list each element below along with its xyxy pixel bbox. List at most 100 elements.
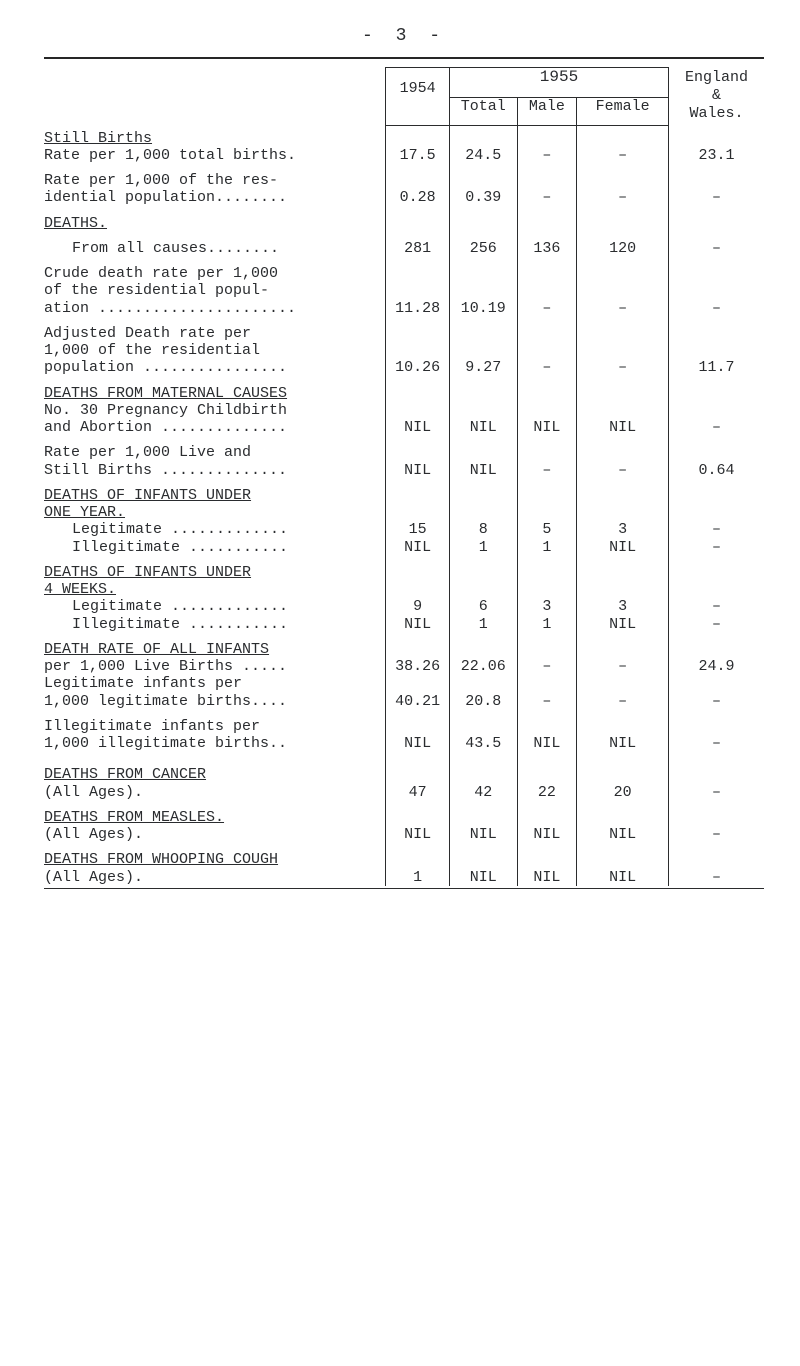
table-row xyxy=(44,843,764,851)
table-row: (All Ages).NILNILNILNIL– xyxy=(44,826,764,843)
cell-total xyxy=(449,402,517,419)
table-row: Crude death rate per 1,000 xyxy=(44,265,764,282)
cell-total: 43.5 xyxy=(449,735,517,752)
cell-male: – xyxy=(517,147,577,164)
cell-1954 xyxy=(386,265,450,282)
cell-total: 10.19 xyxy=(449,300,517,317)
table-row: Legitimate .............15853– xyxy=(44,521,764,538)
cell-1954 xyxy=(386,641,450,658)
cell-female: – xyxy=(577,189,669,206)
cell-england-wales: – xyxy=(669,598,764,615)
row-label: Still Births .............. xyxy=(44,462,287,479)
cell-male xyxy=(517,504,577,521)
cell-total: 24.5 xyxy=(449,147,517,164)
cell-total: NIL xyxy=(449,462,517,479)
cell-1954 xyxy=(386,564,450,581)
cell-1954: NIL xyxy=(386,826,450,843)
table-row: Adjusted Death rate per xyxy=(44,325,764,342)
table-row xyxy=(44,317,764,325)
cell-1954: 281 xyxy=(386,240,450,257)
table-row: 4 WEEKS. xyxy=(44,581,764,598)
cell-total xyxy=(449,504,517,521)
table-row: population ................10.269.27––11… xyxy=(44,359,764,376)
cell-england-wales: – xyxy=(669,693,764,710)
cell-total: NIL xyxy=(449,419,517,436)
cell-female: – xyxy=(577,147,669,164)
cell-male xyxy=(517,265,577,282)
section-title: Still Births xyxy=(44,130,152,147)
cell-england-wales xyxy=(669,564,764,581)
cell-male xyxy=(517,130,577,147)
section-title: 4 WEEKS. xyxy=(44,581,116,598)
cell-female xyxy=(577,851,669,868)
table-row: ation ......................11.2810.19––… xyxy=(44,300,764,317)
cell-total: NIL xyxy=(449,826,517,843)
cell-female xyxy=(577,809,669,826)
cell-total xyxy=(449,282,517,299)
cell-male: NIL xyxy=(517,735,577,752)
cell-total: NIL xyxy=(449,869,517,886)
cell-male: NIL xyxy=(517,419,577,436)
table-row: 1,000 of the residential xyxy=(44,342,764,359)
cell-1954: 10.26 xyxy=(386,359,450,376)
cell-female xyxy=(577,564,669,581)
table-row xyxy=(44,633,764,641)
table-body: Still BirthsRate per 1,000 total births.… xyxy=(44,130,764,886)
cell-total: 42 xyxy=(449,784,517,801)
cell-male: 1 xyxy=(517,616,577,633)
cell-1954 xyxy=(386,851,450,868)
row-label: Crude death rate per 1,000 xyxy=(44,265,278,282)
cell-1954: 9 xyxy=(386,598,450,615)
cell-male xyxy=(517,851,577,868)
table-row: Illegitimate ...........NIL11NIL– xyxy=(44,539,764,556)
cell-england-wales xyxy=(669,385,764,402)
cell-total: 256 xyxy=(449,240,517,257)
row-label: From all causes........ xyxy=(44,240,279,257)
cell-male xyxy=(517,215,577,232)
cell-total xyxy=(449,265,517,282)
cell-male: 1 xyxy=(517,539,577,556)
table-row: Illegitimate infants per xyxy=(44,718,764,735)
table-row: DEATHS FROM CANCER xyxy=(44,766,764,783)
cell-total xyxy=(449,766,517,783)
table-row: of the residential popul- xyxy=(44,282,764,299)
cell-total: 22.06 xyxy=(449,658,517,675)
top-rule xyxy=(44,57,764,59)
cell-total xyxy=(449,851,517,868)
cell-1954: NIL xyxy=(386,616,450,633)
cell-total: 6 xyxy=(449,598,517,615)
cell-male xyxy=(517,641,577,658)
row-label: 1,000 of the residential xyxy=(44,342,260,359)
table-row: Still Births xyxy=(44,130,764,147)
cell-england-wales xyxy=(669,851,764,868)
cell-1954 xyxy=(386,282,450,299)
cell-female xyxy=(577,385,669,402)
row-label: idential population........ xyxy=(44,189,287,206)
cell-female: NIL xyxy=(577,419,669,436)
cell-england-wales xyxy=(669,265,764,282)
section-title: ONE YEAR. xyxy=(44,504,125,521)
cell-female xyxy=(577,342,669,359)
row-label: (All Ages). xyxy=(44,869,143,886)
table-row: Rate per 1,000 total births.17.524.5––23… xyxy=(44,147,764,164)
cell-england-wales xyxy=(669,718,764,735)
cell-female xyxy=(577,504,669,521)
section-title: DEATHS OF INFANTS UNDER xyxy=(44,487,251,504)
table-row: DEATHS FROM MEASLES. xyxy=(44,809,764,826)
cell-total: 1 xyxy=(449,539,517,556)
cell-england-wales: – xyxy=(669,240,764,257)
cell-england-wales: 11.7 xyxy=(669,359,764,376)
cell-1954 xyxy=(386,325,450,342)
cell-total xyxy=(449,487,517,504)
cell-total xyxy=(449,718,517,735)
table-row: Legitimate .............9633– xyxy=(44,598,764,615)
row-label: 1,000 illegitimate births.. xyxy=(44,735,287,752)
table-row: DEATHS FROM WHOOPING COUGH xyxy=(44,851,764,868)
cell-male: 22 xyxy=(517,784,577,801)
cell-1954: NIL xyxy=(386,462,450,479)
cell-1954 xyxy=(386,809,450,826)
cell-male xyxy=(517,675,577,692)
cell-male xyxy=(517,282,577,299)
cell-england-wales: – xyxy=(669,419,764,436)
cell-total: 0.39 xyxy=(449,189,517,206)
